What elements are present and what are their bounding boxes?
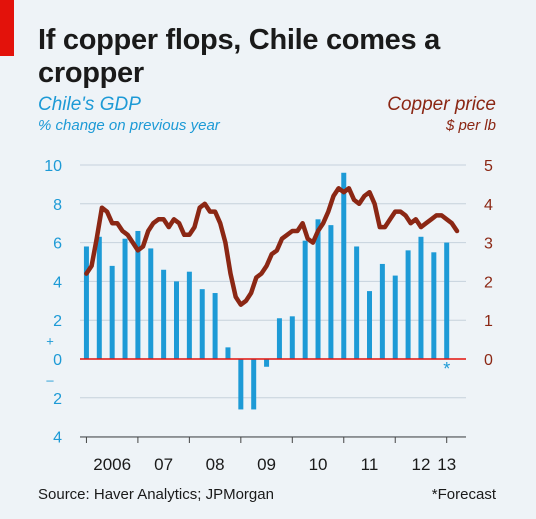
gdp-bar	[354, 246, 360, 359]
gdp-bar	[174, 281, 179, 359]
gdp-bar	[135, 230, 141, 359]
left-tick-label: 6	[53, 236, 62, 253]
right-axis-header: Copper price $ per lb	[387, 94, 496, 134]
right-axis-label: Copper price	[387, 94, 496, 115]
gdp-bar	[392, 275, 398, 359]
left-tick-label: 8	[53, 197, 62, 214]
right-tick-label: 2	[484, 274, 493, 291]
gdp-bar	[379, 263, 385, 359]
left-tick-label: 4	[53, 430, 62, 447]
left-tick-label: 2	[53, 313, 62, 330]
gdp-bar	[161, 269, 167, 359]
gdp-bar	[251, 359, 257, 410]
forecast-marker: *	[443, 359, 450, 379]
x-axis-label: 10	[309, 455, 328, 474]
x-axis-label: 12	[412, 455, 431, 474]
gdp-bar	[276, 318, 282, 359]
left-tick-label: 10	[44, 158, 62, 175]
gdp-bar	[109, 265, 115, 359]
chart-title: If copper flops, Chile comes a cropper	[38, 24, 440, 89]
left-tick-label: 0	[53, 352, 62, 369]
x-axis-label: 09	[257, 455, 276, 474]
gdp-bar	[341, 172, 347, 359]
gdp-bar	[367, 291, 372, 359]
gdp-bar	[431, 252, 437, 359]
gdp-bar	[405, 250, 411, 359]
plus-sign-marker: +	[46, 334, 54, 349]
left-tick-label: 4	[53, 274, 62, 291]
right-tick-label: 0	[484, 352, 493, 369]
gdp-bar	[225, 347, 231, 359]
gdp-bar	[302, 240, 308, 359]
gdp-bar	[199, 289, 205, 359]
x-axis-label: 11	[361, 455, 379, 474]
right-tick-label: 5	[484, 158, 493, 175]
left-axis-label: Chile's GDP	[38, 94, 141, 115]
gdp-bar	[444, 242, 450, 359]
x-axis-label: 13	[437, 455, 456, 474]
left-axis-header: Chile's GDP % change on previous year	[38, 94, 220, 134]
copper-price-line	[84, 186, 460, 307]
left-tick-label: 2	[53, 391, 62, 408]
gdp-bar	[264, 359, 270, 367]
gdp-bar	[315, 219, 321, 359]
gdp-bar	[122, 238, 128, 359]
gdp-bar	[96, 236, 102, 359]
left-axis-sublabel: % change on previous year	[38, 117, 220, 134]
gdp-bar	[418, 236, 424, 359]
right-tick-label: 4	[484, 197, 493, 214]
gdp-bar	[148, 248, 154, 359]
gdp-bar	[238, 359, 244, 410]
x-axis-label: 07	[154, 455, 173, 474]
brand-tag	[0, 0, 14, 56]
gdp-bar	[186, 271, 192, 359]
right-axis-sublabel: $ per lb	[445, 117, 496, 134]
gdp-bar	[328, 225, 334, 359]
gdp-bar	[289, 316, 295, 359]
x-axis-label: 2006	[93, 455, 131, 474]
minus-sign-marker: –	[46, 372, 54, 387]
forecast-footnote: *Forecast	[431, 486, 496, 503]
gdp-bar	[83, 246, 89, 359]
source-note: Source: Haver Analytics; JPMorgan	[38, 486, 274, 503]
right-tick-label: 1	[484, 313, 493, 330]
x-axis-label: 08	[206, 455, 225, 474]
right-tick-label: 3	[484, 236, 493, 253]
gdp-bar	[212, 293, 218, 359]
